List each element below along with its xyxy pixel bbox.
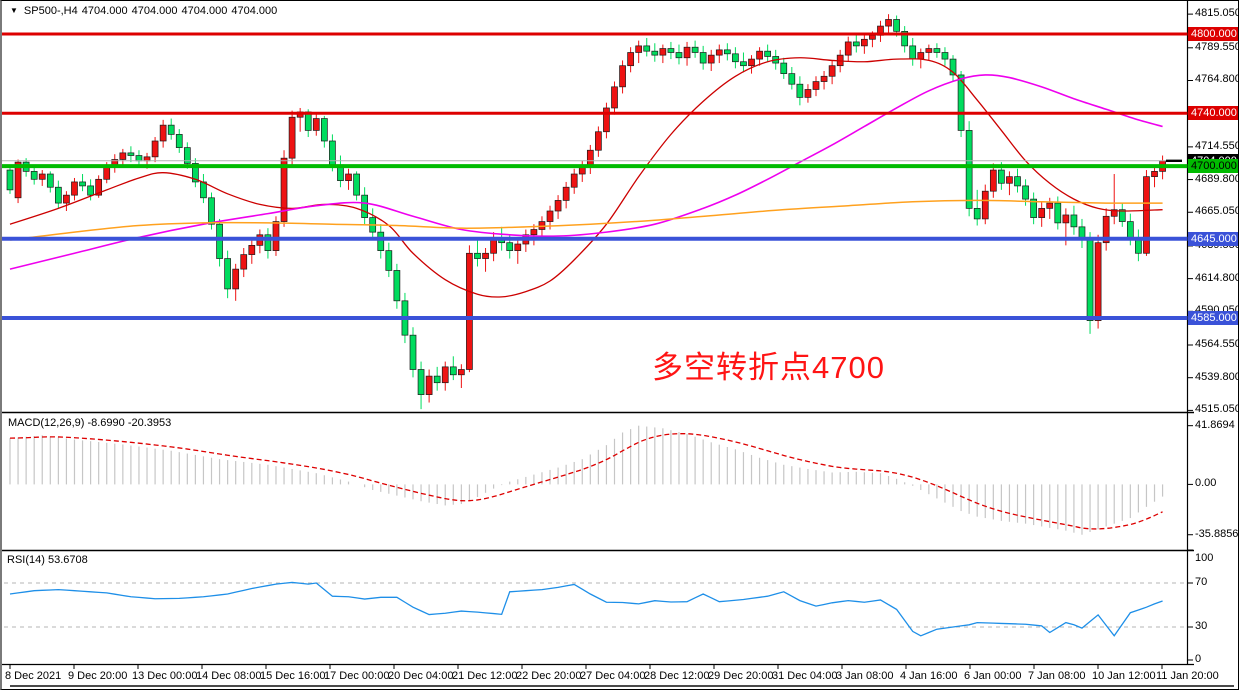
price-tick-label: 4564.550 <box>1195 338 1239 350</box>
hline-badge-4645: 4645.000 <box>1188 231 1238 246</box>
ohlc-low: 4704.000 <box>181 5 228 17</box>
moving-averages <box>9 57 1163 298</box>
time-axis-label: 20 Dec 04:00 <box>388 670 454 682</box>
time-axis-label: 10 Jan 12:00 <box>1092 670 1156 682</box>
symbol-period-label: SP500-,H4 <box>23 5 78 17</box>
rsi-tick-label: 100 <box>1195 552 1214 564</box>
time-axis-label: 4 Jan 16:00 <box>900 670 958 682</box>
macd-indicator-label: MACD(12,26,9) -8.6990 -20.3953 <box>8 417 172 429</box>
rsi-indicator-label: RSI(14) 53.6708 <box>7 554 88 566</box>
time-axis-label: 21 Dec 12:00 <box>452 670 518 682</box>
candles-group[interactable] <box>6 14 1166 410</box>
time-axis-label: 3 Jan 08:00 <box>836 670 894 682</box>
hline-badge-4585: 4585.000 <box>1188 310 1238 325</box>
ma-slow-line <box>9 199 1163 241</box>
horizontal-lines-group[interactable] <box>2 32 1188 320</box>
time-axis-label: 29 Dec 20:00 <box>708 670 774 682</box>
rsi-line <box>9 581 1163 637</box>
time-axis-label: 13 Dec 00:00 <box>132 670 198 682</box>
ma-fast-line <box>9 57 1163 298</box>
price-tick-label: 4689.800 <box>1195 172 1239 185</box>
hline-badge-4740: 4740.000 <box>1188 106 1238 121</box>
price-tick-label: 4515.050 <box>1195 403 1239 416</box>
time-axis-label: 31 Dec 04:00 <box>772 670 838 682</box>
time-axis-label: 15 Dec 16:00 <box>260 670 326 682</box>
macd-panel <box>9 425 1164 535</box>
ohlc-open: 4704.000 <box>81 5 128 17</box>
rsi-tick-label: 30 <box>1195 620 1208 632</box>
price-tick-label: 4714.550 <box>1195 139 1239 152</box>
ma-mid-line <box>9 74 1163 270</box>
rsi-tick-label: 70 <box>1195 576 1208 588</box>
time-axis-label: 28 Dec 12:00 <box>644 670 710 682</box>
chart-text-annotation[interactable]: 多空转折点4700 <box>652 350 885 385</box>
time-axis-label: 8 Dec 2021 <box>5 670 62 682</box>
time-axis-label: 27 Dec 04:00 <box>580 670 646 682</box>
chart-title: ▼ SP500-,H4 4704.000 4704.000 4704.000 4704.0… <box>10 5 281 17</box>
rsi-tick-label: 0 <box>1195 653 1202 665</box>
time-axis-label: 14 Dec 08:00 <box>196 670 262 682</box>
price-tick-label: 4614.800 <box>1195 271 1239 284</box>
time-axis-label: 22 Dec 20:00 <box>516 670 582 682</box>
hline-badge-4800: 4800.000 <box>1188 27 1238 41</box>
price-tick-label: 4789.550 <box>1195 40 1239 53</box>
macd-signal-line <box>9 433 1163 530</box>
time-axis-ticks <box>9 664 1163 669</box>
price-tick-label: 4539.800 <box>1195 370 1239 383</box>
symbol-dropdown-icon[interactable]: ▼ <box>10 6 18 15</box>
time-axis-label: 6 Jan 00:00 <box>964 670 1022 682</box>
time-axis-label: 9 Dec 20:00 <box>68 670 128 682</box>
rsi-panel <box>4 581 1188 637</box>
macd-tick-label: 41.8694 <box>1195 418 1235 431</box>
macd-tick-label: -35.8856 <box>1195 527 1239 540</box>
time-axis-label: 17 Dec 00:00 <box>324 670 390 682</box>
price-tick-label: 4815.050 <box>1195 7 1239 20</box>
hline-badge-4700: 4700.000 <box>1188 159 1238 174</box>
ohlc-high: 4704.000 <box>131 5 178 17</box>
time-axis-label: 11 Jan 20:00 <box>1156 670 1219 682</box>
price-tick-label: 4764.800 <box>1195 73 1239 86</box>
ohlc-close: 4704.000 <box>231 5 278 17</box>
time-axis-label: 7 Jan 08:00 <box>1028 670 1086 682</box>
macd-tick-label: 0.00 <box>1195 477 1217 490</box>
price-tick-label: 4665.050 <box>1195 205 1239 218</box>
